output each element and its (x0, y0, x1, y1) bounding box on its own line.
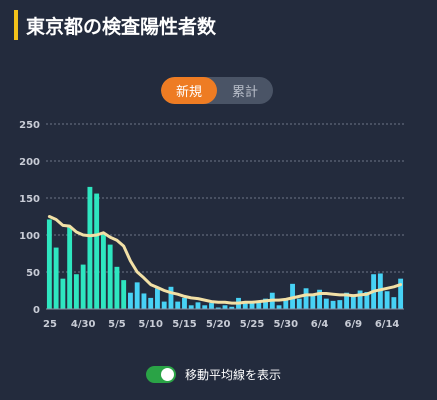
bar[interactable] (73, 274, 79, 309)
bar[interactable] (310, 294, 316, 309)
bar[interactable] (398, 278, 404, 309)
bar[interactable] (121, 280, 127, 309)
x-tick-label: 6/4 (311, 319, 329, 330)
bar[interactable] (155, 288, 160, 309)
y-tick-label: 50 (26, 268, 40, 279)
bar[interactable] (364, 291, 370, 309)
moving-average-switch[interactable] (146, 366, 176, 383)
toggle-cumulative-button[interactable]: 累計 (231, 85, 258, 100)
x-tick-label: 5/15 (172, 319, 197, 330)
bar[interactable] (249, 303, 255, 309)
bar[interactable] (317, 289, 322, 309)
x-tick-label: 5/5 (108, 319, 126, 330)
bar[interactable] (175, 301, 181, 309)
toggle-new-button[interactable]: 新規 (161, 77, 217, 104)
y-tick-label: 0 (33, 305, 40, 316)
bar[interactable] (263, 298, 268, 309)
bar[interactable] (67, 226, 73, 309)
bar[interactable] (94, 193, 100, 309)
bar[interactable] (344, 292, 350, 309)
y-tick-label: 250 (19, 120, 40, 131)
bar[interactable] (391, 297, 397, 309)
x-tick-label: 4/30 (71, 319, 96, 330)
switch-knob (161, 368, 174, 381)
x-tick-label: 5/20 (206, 319, 231, 330)
bar[interactable] (46, 219, 52, 309)
bar[interactable] (296, 298, 302, 309)
bar[interactable] (134, 282, 140, 309)
bar[interactable] (161, 301, 167, 309)
x-tick-label: 5/30 (274, 319, 299, 330)
cases-chart: 0 50 100 150 200 250 25 4/30 5/5 5/10 5/15 5/20 5/25… (19, 120, 404, 330)
bar[interactable] (60, 278, 66, 309)
page-title: 東京都の検査陽性者数 (26, 15, 217, 38)
bar[interactable] (337, 300, 343, 309)
bar[interactable] (276, 305, 282, 309)
bar[interactable] (242, 301, 248, 309)
moving-average-label: 移動平均線を表示 (185, 368, 282, 382)
y-tick-label: 150 (19, 194, 40, 205)
bar[interactable] (100, 233, 106, 309)
bar[interactable] (357, 290, 363, 310)
bar[interactable] (107, 244, 113, 309)
x-tick-label: 5/10 (138, 319, 163, 330)
x-tick-label: 5/25 (240, 319, 265, 330)
x-tick-label: 6/14 (375, 319, 400, 330)
bar[interactable] (148, 297, 154, 309)
display-mode-toggle: 新規 累計 (161, 77, 273, 104)
x-tick-label: 6/9 (345, 319, 363, 330)
bar[interactable] (114, 266, 120, 309)
bar[interactable] (53, 247, 59, 309)
y-tick-label: 200 (19, 157, 40, 168)
title-bar: 東京都の検査陽性者数 (14, 10, 216, 40)
moving-average-row: 移動平均線を表示 (146, 366, 281, 383)
bar[interactable] (141, 293, 147, 309)
bar[interactable] (350, 294, 356, 309)
bar[interactable] (195, 302, 201, 309)
bar[interactable] (222, 305, 228, 309)
bar[interactable] (330, 300, 336, 309)
bar[interactable] (80, 264, 86, 309)
bar[interactable] (168, 286, 174, 309)
bar[interactable] (128, 292, 133, 309)
bar[interactable] (283, 299, 289, 309)
bar[interactable] (384, 291, 390, 309)
moving-average-line (47, 215, 403, 305)
bar[interactable] (256, 300, 262, 309)
bar[interactable] (188, 305, 194, 309)
bar[interactable] (182, 297, 187, 309)
x-tick-label: 25 (43, 319, 57, 330)
bar[interactable] (303, 288, 309, 309)
bar[interactable] (215, 307, 221, 309)
bar[interactable] (87, 186, 93, 309)
y-tick-label: 100 (19, 231, 40, 242)
bar[interactable] (323, 298, 329, 309)
bar[interactable] (229, 306, 235, 309)
bar[interactable] (209, 303, 214, 309)
bar[interactable] (202, 305, 208, 309)
